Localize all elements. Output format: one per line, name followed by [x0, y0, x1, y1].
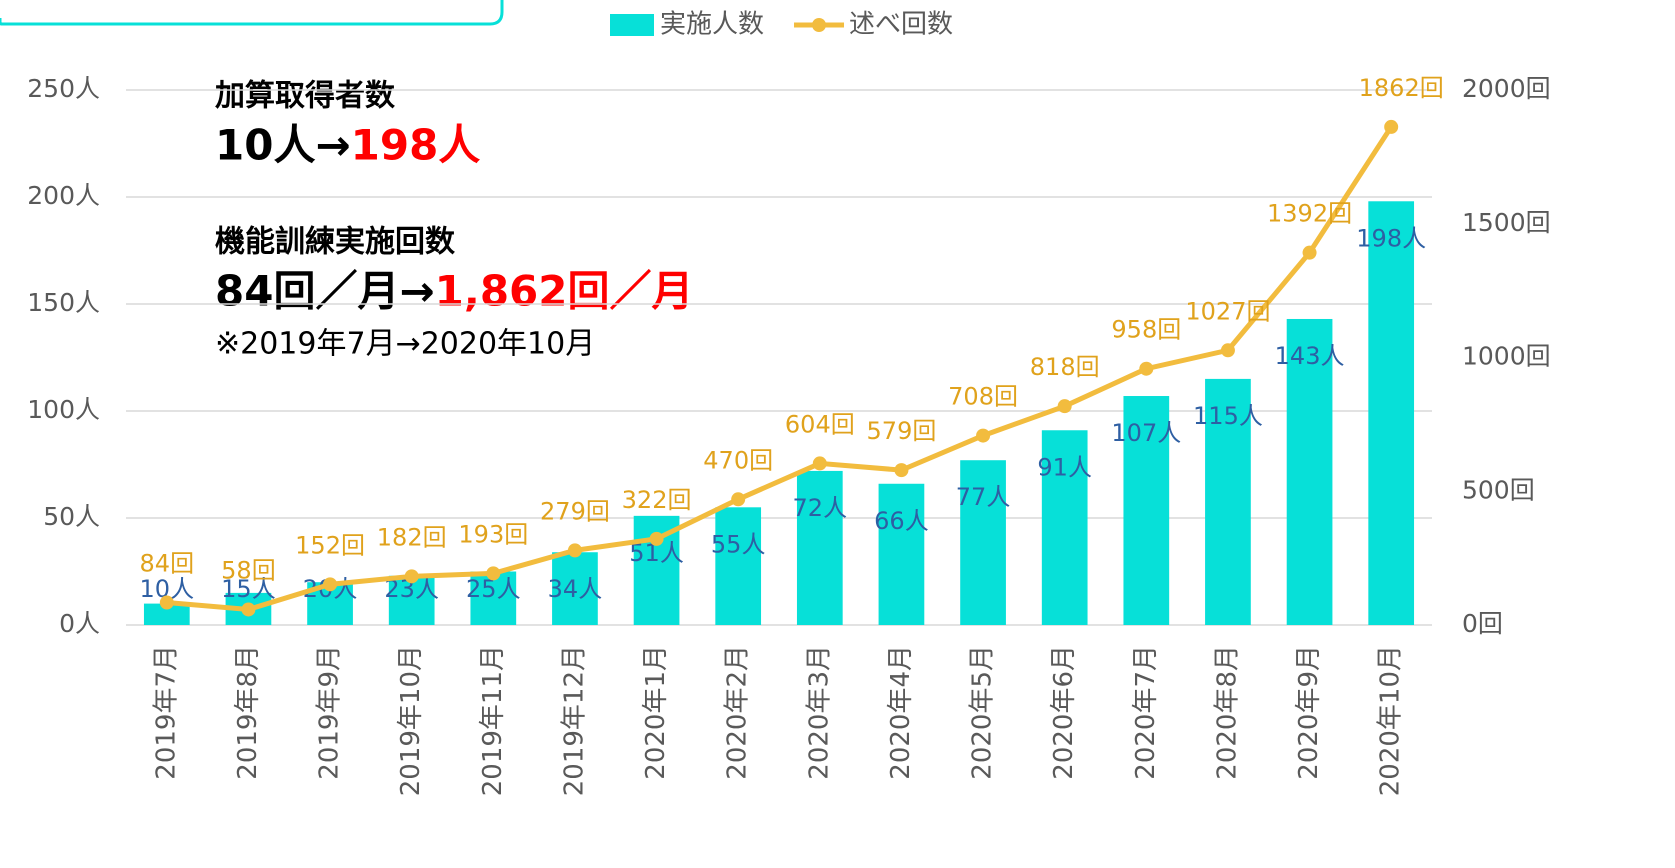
- line-point: [649, 531, 664, 546]
- y-tick-label: 50人: [43, 502, 100, 531]
- line-point: [486, 566, 501, 581]
- x-tick-label: 2020年9月: [1294, 645, 1324, 780]
- bar: [1123, 396, 1170, 625]
- line-value-label: 708回: [948, 383, 1018, 411]
- bar: [143, 603, 190, 625]
- y-tick-label: 100人: [27, 395, 100, 424]
- x-tick-label: 2020年6月: [1049, 645, 1079, 780]
- x-tick-label: 2020年1月: [641, 645, 671, 780]
- annotation: 加算取得者数: [215, 79, 396, 114]
- bar-value-label: 115人: [1193, 402, 1263, 430]
- line-point: [567, 543, 582, 558]
- x-tick-label: 2019年11月: [478, 645, 508, 796]
- line-value-label: 279回: [540, 497, 610, 525]
- line-point: [1139, 361, 1154, 376]
- bar: [796, 470, 843, 625]
- bar-value-label: 143人: [1275, 342, 1345, 370]
- y-tick-label: 250人: [27, 74, 100, 103]
- line-point: [1057, 399, 1072, 414]
- bar: [878, 483, 925, 625]
- line-point: [976, 428, 991, 443]
- y2-tick-label: 500回: [1462, 475, 1535, 504]
- y-tick-label: 200人: [27, 181, 100, 210]
- line-value-label: 579回: [867, 417, 937, 445]
- x-tick-label: 2020年8月: [1212, 645, 1242, 780]
- bar: [1041, 430, 1088, 625]
- line-value-label: 1862回: [1359, 74, 1444, 102]
- y2-tick-label: 1500回: [1462, 208, 1551, 237]
- annotation: ※2019年7月→2020年10月: [215, 327, 595, 362]
- line-point: [1220, 343, 1235, 358]
- legend-label: 実施人数: [660, 10, 764, 40]
- bar-value-label: 107人: [1111, 419, 1181, 447]
- bar-value-label: 72人: [793, 494, 848, 522]
- line-value-label: 152回: [295, 531, 365, 559]
- bar: [1205, 378, 1251, 625]
- line-point: [1302, 245, 1317, 260]
- line-value-label: 818回: [1030, 353, 1100, 381]
- x-tick-label: 2019年7月: [151, 645, 181, 780]
- bar-value-label: 34人: [548, 575, 603, 603]
- bar: [388, 575, 435, 625]
- line-point: [812, 456, 827, 471]
- y2-tick-label: 1000回: [1462, 342, 1551, 371]
- bar-value-label: 55人: [711, 530, 766, 558]
- y-tick-label: 150人: [27, 288, 100, 317]
- line-point: [241, 602, 256, 617]
- x-tick-label: 2020年5月: [968, 645, 998, 780]
- line-value-label: 1027回: [1185, 297, 1270, 325]
- line-value-label: 470回: [703, 446, 773, 474]
- bar-value-label: 198人: [1356, 224, 1426, 252]
- x-tick-label: 2019年12月: [559, 645, 589, 796]
- bar: [715, 507, 762, 625]
- line-value-label: 193回: [458, 520, 528, 548]
- line-value-label: 604回: [785, 410, 855, 438]
- x-tick-label: 2019年8月: [233, 645, 263, 780]
- line-point: [159, 595, 174, 610]
- y-tick-label: 0人: [59, 609, 100, 638]
- bar-value-label: 91人: [1037, 453, 1092, 481]
- legend-swatch: [812, 18, 827, 32]
- line-value-label: 182回: [377, 523, 447, 551]
- x-tick-label: 2020年4月: [886, 645, 916, 780]
- annotation: 84回／月→: [215, 267, 435, 316]
- bar-value-label: 66人: [874, 507, 929, 535]
- annotation: 1,862回／月: [435, 267, 694, 316]
- line-point: [1384, 119, 1399, 134]
- legend-label: 述べ回数: [849, 10, 953, 40]
- line-value-label: 958回: [1111, 316, 1181, 344]
- bar: [960, 460, 1006, 625]
- line-point: [323, 577, 338, 592]
- annotation: 10人→: [215, 121, 351, 170]
- x-tick-label: 2019年9月: [315, 645, 345, 780]
- bar: [1286, 318, 1333, 625]
- annotation: 機能訓練実施回数: [215, 225, 456, 260]
- line: [166, 125, 1394, 613]
- annotation: 198人: [351, 121, 481, 170]
- line-point: [731, 492, 746, 507]
- bar: [470, 571, 517, 625]
- y2-tick-label: 2000回: [1462, 74, 1551, 103]
- bar-value-label: 15人: [221, 575, 276, 603]
- x-tick-label: 2020年2月: [723, 645, 753, 780]
- line-point: [894, 463, 909, 478]
- line-point: [404, 569, 419, 584]
- frame-decoration: [0, 0, 504, 26]
- legend-swatch: [610, 14, 654, 36]
- bar-value-label: 77人: [956, 483, 1011, 511]
- line-value-label: 322回: [622, 486, 692, 514]
- bar: [552, 552, 598, 625]
- line-value-label: 58回: [221, 556, 276, 584]
- x-tick-label: 2020年3月: [804, 645, 834, 780]
- line-value-label: 1392回: [1267, 200, 1352, 228]
- y2-tick-label: 0回: [1462, 609, 1503, 638]
- line-value-label: 84回: [140, 550, 195, 578]
- x-tick-label: 2019年10月: [396, 645, 426, 796]
- bar: [1368, 201, 1415, 625]
- x-tick-label: 2020年10月: [1376, 645, 1406, 796]
- x-tick-label: 2020年7月: [1131, 645, 1161, 780]
